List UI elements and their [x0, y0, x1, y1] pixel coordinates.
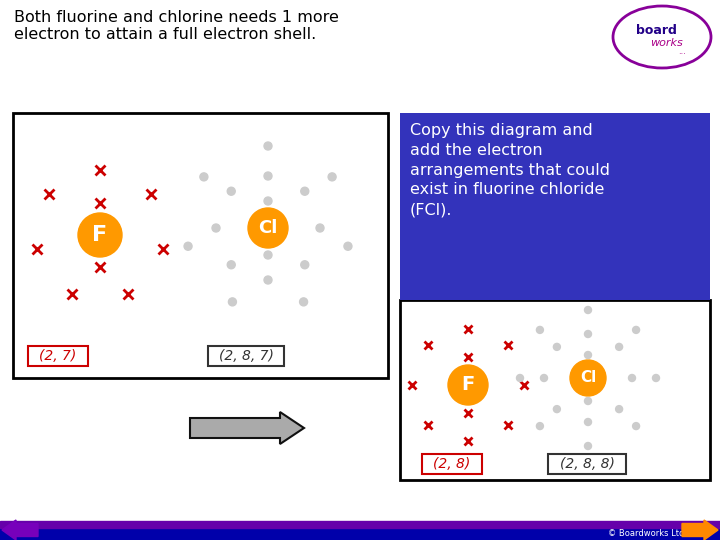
Bar — [400, 300, 710, 480]
Text: Both fluorine and chlorine needs 1 more
electron to attain a full electron shell: Both fluorine and chlorine needs 1 more … — [14, 10, 339, 43]
Text: (2, 8, 8): (2, 8, 8) — [559, 457, 614, 471]
Bar — [13, 113, 388, 378]
Circle shape — [228, 298, 236, 306]
Bar — [548, 454, 626, 474]
Circle shape — [585, 330, 592, 338]
Text: works: works — [649, 38, 683, 48]
Bar — [28, 346, 88, 366]
Ellipse shape — [613, 6, 711, 68]
Bar — [400, 113, 710, 300]
Circle shape — [554, 343, 560, 350]
Text: (2, 8): (2, 8) — [433, 457, 471, 471]
Text: Copy this diagram and
add the electron
arrangements that could
exist in fluorine: Copy this diagram and add the electron a… — [410, 123, 610, 217]
Circle shape — [301, 187, 309, 195]
Text: Cl: Cl — [580, 370, 596, 386]
Circle shape — [585, 442, 592, 449]
Circle shape — [184, 242, 192, 250]
Circle shape — [264, 142, 272, 150]
Circle shape — [316, 224, 324, 232]
Bar — [0, 521, 720, 528]
Text: (2, 7): (2, 7) — [40, 349, 76, 363]
Circle shape — [554, 406, 560, 413]
FancyArrow shape — [2, 520, 38, 540]
FancyArrow shape — [682, 520, 718, 540]
FancyArrow shape — [190, 412, 304, 444]
Circle shape — [264, 251, 272, 259]
Circle shape — [585, 352, 592, 359]
Text: F: F — [462, 375, 474, 395]
Text: © Boardworks Ltd 2003: © Boardworks Ltd 2003 — [608, 530, 708, 538]
Circle shape — [585, 397, 592, 404]
Circle shape — [264, 276, 272, 284]
Circle shape — [629, 375, 636, 381]
Bar — [422, 454, 482, 474]
Circle shape — [570, 360, 606, 396]
Circle shape — [264, 172, 272, 180]
Circle shape — [536, 423, 544, 430]
Text: Cl: Cl — [258, 219, 278, 237]
Circle shape — [300, 298, 307, 306]
Text: F: F — [92, 225, 107, 245]
Circle shape — [652, 375, 660, 381]
Circle shape — [633, 423, 639, 430]
Circle shape — [328, 173, 336, 181]
Circle shape — [616, 343, 623, 350]
Circle shape — [516, 375, 523, 381]
Bar — [208, 346, 284, 366]
Text: ...: ... — [678, 46, 686, 56]
Circle shape — [633, 326, 639, 333]
Circle shape — [200, 173, 208, 181]
Bar — [0, 528, 720, 540]
Circle shape — [248, 208, 288, 248]
Circle shape — [264, 197, 272, 205]
Circle shape — [585, 307, 592, 314]
Circle shape — [344, 242, 352, 250]
Circle shape — [228, 187, 235, 195]
Circle shape — [541, 375, 547, 381]
Circle shape — [228, 261, 235, 269]
Text: board: board — [636, 24, 676, 37]
Circle shape — [585, 418, 592, 426]
Circle shape — [301, 261, 309, 269]
Circle shape — [448, 365, 488, 405]
Circle shape — [78, 213, 122, 257]
Circle shape — [616, 406, 623, 413]
Text: (2, 8, 7): (2, 8, 7) — [219, 349, 274, 363]
Circle shape — [212, 224, 220, 232]
Circle shape — [536, 326, 544, 333]
